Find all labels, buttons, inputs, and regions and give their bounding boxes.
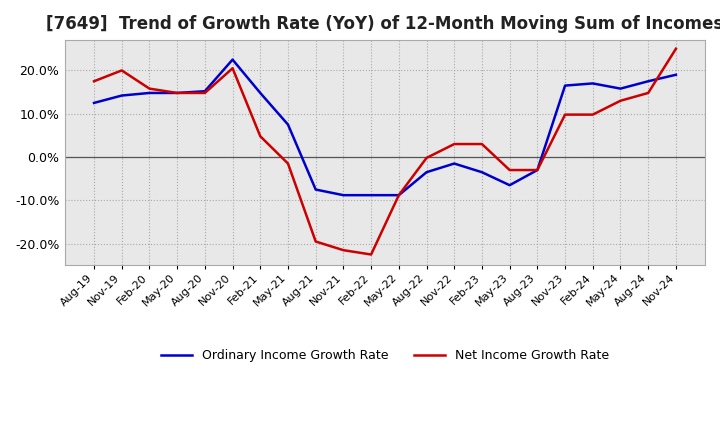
Ordinary Income Growth Rate [395,193,403,198]
Ordinary Income Growth Rate [366,193,375,198]
Net Income Growth Rate [477,141,486,147]
Net Income Growth Rate [644,90,652,95]
Net Income Growth Rate [561,112,570,117]
Ordinary Income Growth Rate [201,88,210,94]
Net Income Growth Rate [533,167,541,172]
Net Income Growth Rate [311,239,320,244]
Ordinary Income Growth Rate [477,169,486,175]
Ordinary Income Growth Rate [533,167,541,172]
Ordinary Income Growth Rate [561,83,570,88]
Title: [7649]  Trend of Growth Rate (YoY) of 12-Month Moving Sum of Incomes: [7649] Trend of Growth Rate (YoY) of 12-… [46,15,720,33]
Net Income Growth Rate [145,86,154,91]
Legend: Ordinary Income Growth Rate, Net Income Growth Rate: Ordinary Income Growth Rate, Net Income … [156,344,614,367]
Ordinary Income Growth Rate [616,86,625,91]
Ordinary Income Growth Rate [228,57,237,62]
Net Income Growth Rate [228,66,237,71]
Net Income Growth Rate [366,252,375,257]
Ordinary Income Growth Rate [339,193,348,198]
Ordinary Income Growth Rate [311,187,320,192]
Net Income Growth Rate [117,68,126,73]
Ordinary Income Growth Rate [644,79,652,84]
Net Income Growth Rate [588,112,597,117]
Ordinary Income Growth Rate [90,100,99,106]
Ordinary Income Growth Rate [284,122,292,127]
Line: Net Income Growth Rate: Net Income Growth Rate [94,49,676,254]
Ordinary Income Growth Rate [117,93,126,98]
Net Income Growth Rate [422,155,431,161]
Net Income Growth Rate [395,193,403,198]
Net Income Growth Rate [339,248,348,253]
Net Income Growth Rate [450,141,459,147]
Net Income Growth Rate [284,161,292,166]
Ordinary Income Growth Rate [173,90,181,95]
Ordinary Income Growth Rate [422,169,431,175]
Net Income Growth Rate [505,167,514,172]
Ordinary Income Growth Rate [672,72,680,77]
Ordinary Income Growth Rate [256,90,264,95]
Line: Ordinary Income Growth Rate: Ordinary Income Growth Rate [94,59,676,195]
Net Income Growth Rate [201,90,210,95]
Net Income Growth Rate [90,79,99,84]
Ordinary Income Growth Rate [450,161,459,166]
Net Income Growth Rate [616,98,625,103]
Net Income Growth Rate [672,46,680,51]
Ordinary Income Growth Rate [505,183,514,188]
Ordinary Income Growth Rate [588,81,597,86]
Net Income Growth Rate [256,134,264,139]
Ordinary Income Growth Rate [145,90,154,95]
Net Income Growth Rate [173,90,181,95]
